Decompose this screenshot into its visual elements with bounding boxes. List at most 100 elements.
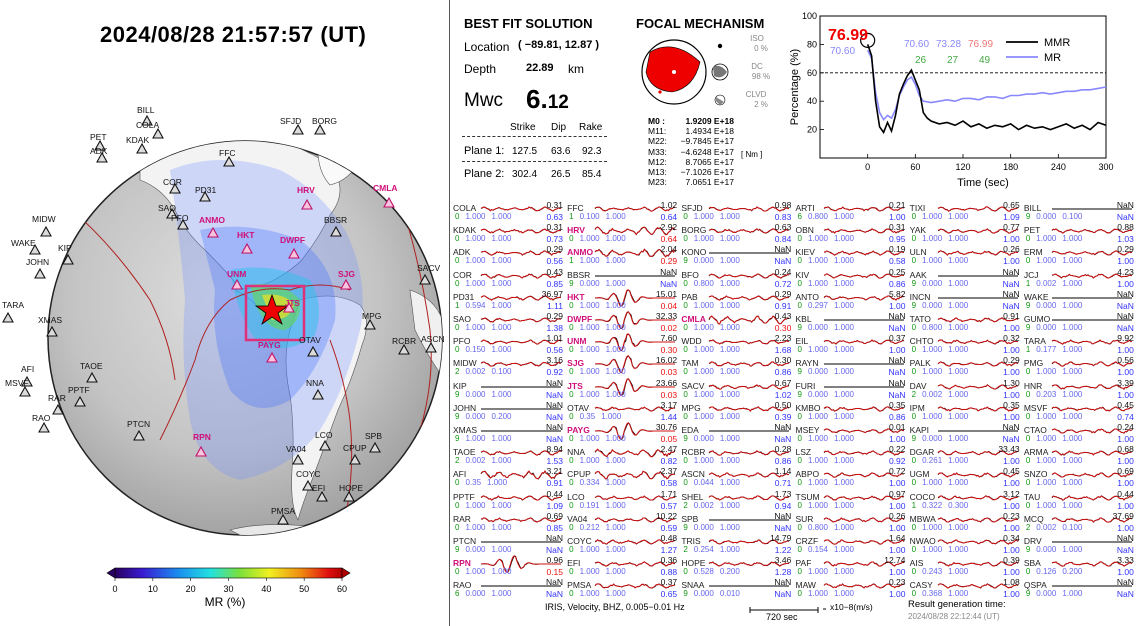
station-marker-rpn[interactable]: RPN (193, 432, 211, 457)
station-cell-kmbo[interactable]: KMBO 0.35 0 1.000 1.000 0.86 (794, 400, 908, 423)
station-marker-pd31[interactable]: PD31 (195, 185, 217, 202)
station-cell-cola[interactable]: COLA 0.31 0 1.000 1.000 0.63 (451, 200, 565, 223)
station-cell-coco[interactable]: COCO 3.12 1 0.322 0.300 1.00 (908, 489, 1022, 512)
station-cell-rpn[interactable]: RPN 0.96 0 1.000 1.000 0.15 (451, 555, 565, 578)
station-cell-incn[interactable]: INCN NaN 9 0.000 1.000 NaN (908, 289, 1022, 312)
station-cell-obn[interactable]: OBN 0.31 0 1.000 1.000 0.95 (794, 222, 908, 245)
station-cell-coyc[interactable]: COYC 0.48 0 1.000 1.000 1.27 (565, 533, 679, 556)
station-marker-rar[interactable]: RAR (48, 393, 66, 415)
station-cell-bbsr[interactable]: BBSR NaN 9 0.000 1.000 NaN (565, 267, 679, 290)
station-cell-midw[interactable]: MIDW 3.16 2 0.002 0.100 0.92 (451, 355, 565, 378)
station-marker-bbsr[interactable]: BBSR (324, 215, 347, 237)
station-marker-wake[interactable]: WAKE (11, 238, 41, 255)
station-marker-tara[interactable]: TARA (2, 300, 24, 323)
station-marker-xmas[interactable]: XMAS (38, 315, 62, 337)
station-cell-sjg[interactable]: SJG 16.02 0 1.000 1.000 0.03 (565, 355, 679, 378)
station-cell-snzo[interactable]: SNZO 0.69 0 1.000 1.000 1.00 (1022, 466, 1136, 489)
station-marker-hope[interactable]: HOPE (339, 483, 363, 502)
station-cell-jcj[interactable]: JCJ 4.23 1 0.002 1.000 1.00 (1022, 267, 1136, 290)
station-marker-sao[interactable]: SAO (158, 203, 178, 219)
station-cell-msvf[interactable]: MSVF 0.45 0 1.000 1.000 0.74 (1022, 400, 1136, 423)
station-cell-cmla[interactable]: CMLA 0.43 0 1.000 1.000 0.30 (679, 311, 793, 334)
station-cell-qspa[interactable]: QSPA NaN 9 0.000 1.000 NaN (1022, 577, 1136, 600)
station-cell-pd31[interactable]: PD31 36.97 1 0.594 1.000 1.11 (451, 289, 565, 312)
station-cell-sacv[interactable]: SACV 0.67 0 1.000 1.000 1.02 (679, 378, 793, 401)
station-cell-sba[interactable]: SBA 3.33 0 0.126 0.200 1.00 (1022, 555, 1136, 578)
station-cell-gumo[interactable]: GUMO NaN 9 0.000 1.000 NaN (1022, 311, 1136, 334)
station-cell-hnr[interactable]: HNR 3.39 0 0.203 1.000 1.00 (1022, 378, 1136, 401)
station-marker-payg[interactable]: PAYG (258, 340, 281, 363)
station-cell-tau[interactable]: TAU 0.44 0 1.000 1.000 1.00 (1022, 489, 1136, 512)
station-cell-hkt[interactable]: HKT 15.01 0 1.000 1.000 0.04 (565, 289, 679, 312)
station-cell-bill[interactable]: BILL NaN 9 0.000 0.100 NaN (1022, 200, 1136, 223)
station-cell-ctao[interactable]: CTAO 0.24 0 1.000 1.000 1.00 (1022, 422, 1136, 445)
station-cell-kapi[interactable]: KAPI NaN 9 0.000 1.000 NaN (908, 422, 1022, 445)
station-cell-ais[interactable]: AIS 0.39 0 0.243 1.000 1.00 (908, 555, 1022, 578)
station-cell-tara[interactable]: TARA 9.92 1 0.177 1.000 1.00 (1022, 333, 1136, 356)
station-marker-midw[interactable]: MIDW (32, 214, 56, 237)
station-cell-chto[interactable]: CHTO 0.32 0 1.000 1.000 1.00 (908, 333, 1022, 356)
station-marker-pfo[interactable]: PFO (171, 213, 189, 230)
station-cell-kiev[interactable]: KIEV 0.19 0 1.000 1.000 0.58 (794, 244, 908, 267)
station-cell-pfo[interactable]: PFO 1.01 0 0.150 1.000 0.56 (451, 333, 565, 356)
station-cell-kiv[interactable]: KIV 0.25 0 1.000 1.000 0.86 (794, 267, 908, 290)
station-cell-lsz[interactable]: LSZ 0.22 0 1.000 1.000 0.92 (794, 444, 908, 467)
station-marker-efi[interactable]: EFI (312, 483, 328, 502)
station-cell-tixi[interactable]: TIXI 0.65 0 1.000 1.000 1.09 (908, 200, 1022, 223)
station-cell-arti[interactable]: ARTI 0.21 6 0.800 1.000 1.00 (794, 200, 908, 223)
station-marker-coyc[interactable]: COYC (296, 469, 321, 491)
station-cell-rayn[interactable]: RAYN NaN 9 0.000 1.000 NaN (794, 355, 908, 378)
station-cell-efi[interactable]: EFI 0.36 0 1.000 1.000 0.88 (565, 555, 679, 578)
station-marker-unm[interactable]: UNM (227, 269, 246, 290)
station-cell-otav[interactable]: OTAV 3.17 0 0.35 1.000 1.44 (565, 400, 679, 423)
station-marker-cpup[interactable]: CPUP (343, 443, 367, 465)
station-cell-pet[interactable]: PET 0.88 0 1.000 1.000 1.03 (1022, 222, 1136, 245)
station-cell-palk[interactable]: PALK 0.29 0 1.000 1.000 1.00 (908, 355, 1022, 378)
station-cell-va04[interactable]: VA04 10.22 0 0.212 1.000 0.59 (565, 511, 679, 534)
station-cell-eil[interactable]: EIL 0.37 0 1.000 1.000 1.00 (794, 333, 908, 356)
station-cell-shel[interactable]: SHEL 1.73 2 0.002 1.000 0.94 (679, 489, 793, 512)
station-cell-maw[interactable]: MAW 0.23 0 1.000 1.000 1.00 (794, 577, 908, 600)
station-cell-bfo[interactable]: BFO 0.24 0 0.800 1.000 0.72 (679, 267, 793, 290)
station-cell-ffc[interactable]: FFC 1.02 1 0.100 1.000 0.64 (565, 200, 679, 223)
station-cell-sur[interactable]: SUR 0.26 0 0.800 1.000 1.00 (794, 511, 908, 534)
station-cell-paf[interactable]: PAF 12.74 0 1.000 1.000 1.00 (794, 555, 908, 578)
station-marker-bill[interactable]: BILL (137, 105, 155, 126)
station-marker-kip[interactable]: KIP (58, 243, 74, 265)
station-cell-crzf[interactable]: CRZF 1.64 0 0.154 1.000 1.00 (794, 533, 908, 556)
station-marker-jts[interactable]: JTS (283, 299, 300, 313)
station-cell-cpup[interactable]: CPUP 2.37 0 0.334 1.000 0.58 (565, 466, 679, 489)
station-cell-hope[interactable]: HOPE 3.46 0 0.528 0.200 1.28 (679, 555, 793, 578)
station-cell-sao[interactable]: SAO 0.29 0 1.000 1.000 1.38 (451, 311, 565, 334)
station-cell-wake[interactable]: WAKE NaN 9 0.000 1.000 NaN (1022, 289, 1136, 312)
station-cell-tsum[interactable]: TSUM 0.97 0 1.000 1.000 1.00 (794, 489, 908, 512)
station-cell-arma[interactable]: ARMA 0.68 0 1.000 1.000 1.00 (1022, 444, 1136, 467)
station-cell-mpg[interactable]: MPG 0.50 0 1.000 1.000 0.39 (679, 400, 793, 423)
station-cell-mcq[interactable]: MCQ 37.69 2 0.002 0.100 1.00 (1022, 511, 1136, 534)
station-cell-dav[interactable]: DAV 1.30 2 0.002 1.000 1.00 (908, 378, 1022, 401)
station-marker-anmo[interactable]: ANMO (199, 215, 225, 238)
station-cell-taoe[interactable]: TAOE 8.94 2 0.002 1.000 1.53 (451, 444, 565, 467)
station-marker-lco[interactable]: LCO (315, 430, 333, 451)
station-marker-pptf[interactable]: PPTF (68, 385, 90, 407)
station-cell-ascn[interactable]: ASCN 1.14 0 0.044 1.000 0.71 (679, 466, 793, 489)
station-cell-pab[interactable]: PAB 0.29 0 1.000 1.000 0.91 (679, 289, 793, 312)
station-cell-kdak[interactable]: KDAK 0.31 0 1.000 1.000 0.73 (451, 222, 565, 245)
station-cell-ptcn[interactable]: PTCN NaN 9 0.000 1.000 NaN (451, 533, 565, 556)
station-cell-hrv[interactable]: HRV 2.92 0 1.000 1.000 0.64 (565, 222, 679, 245)
station-cell-aak[interactable]: AAK NaN 9 0.000 1.000 NaN (908, 267, 1022, 290)
station-cell-abpo[interactable]: ABPO 0.72 0 1.000 1.000 1.00 (794, 466, 908, 489)
station-cell-dgar[interactable]: DGAR 33.43 0 0.261 1.000 1.00 (908, 444, 1022, 467)
station-cell-borg[interactable]: BORG 0.63 0 1.000 1.000 0.84 (679, 222, 793, 245)
station-marker-mpg[interactable]: MPG (362, 311, 381, 330)
station-cell-payg[interactable]: PAYG 30.76 0 1.000 1.000 0.05 (565, 422, 679, 445)
station-cell-ipm[interactable]: IPM 0.35 0 1.000 1.000 1.00 (908, 400, 1022, 423)
station-cell-uln[interactable]: ULN 0.26 0 1.000 1.000 1.00 (908, 244, 1022, 267)
station-marker-john[interactable]: JOHN (26, 257, 49, 279)
station-cell-tam[interactable]: TAM 0.30 0 1.000 1.000 0.86 (679, 355, 793, 378)
station-cell-mbwa[interactable]: MBWA 0.23 0 1.000 1.000 1.00 (908, 511, 1022, 534)
station-cell-tato[interactable]: TATO 0.91 0 0.800 1.000 1.00 (908, 311, 1022, 334)
station-marker-sacv[interactable]: SACV (417, 263, 440, 285)
station-marker-dwpf[interactable]: DWPF (280, 235, 305, 259)
station-marker-sfjd[interactable]: SFJD (280, 116, 304, 135)
